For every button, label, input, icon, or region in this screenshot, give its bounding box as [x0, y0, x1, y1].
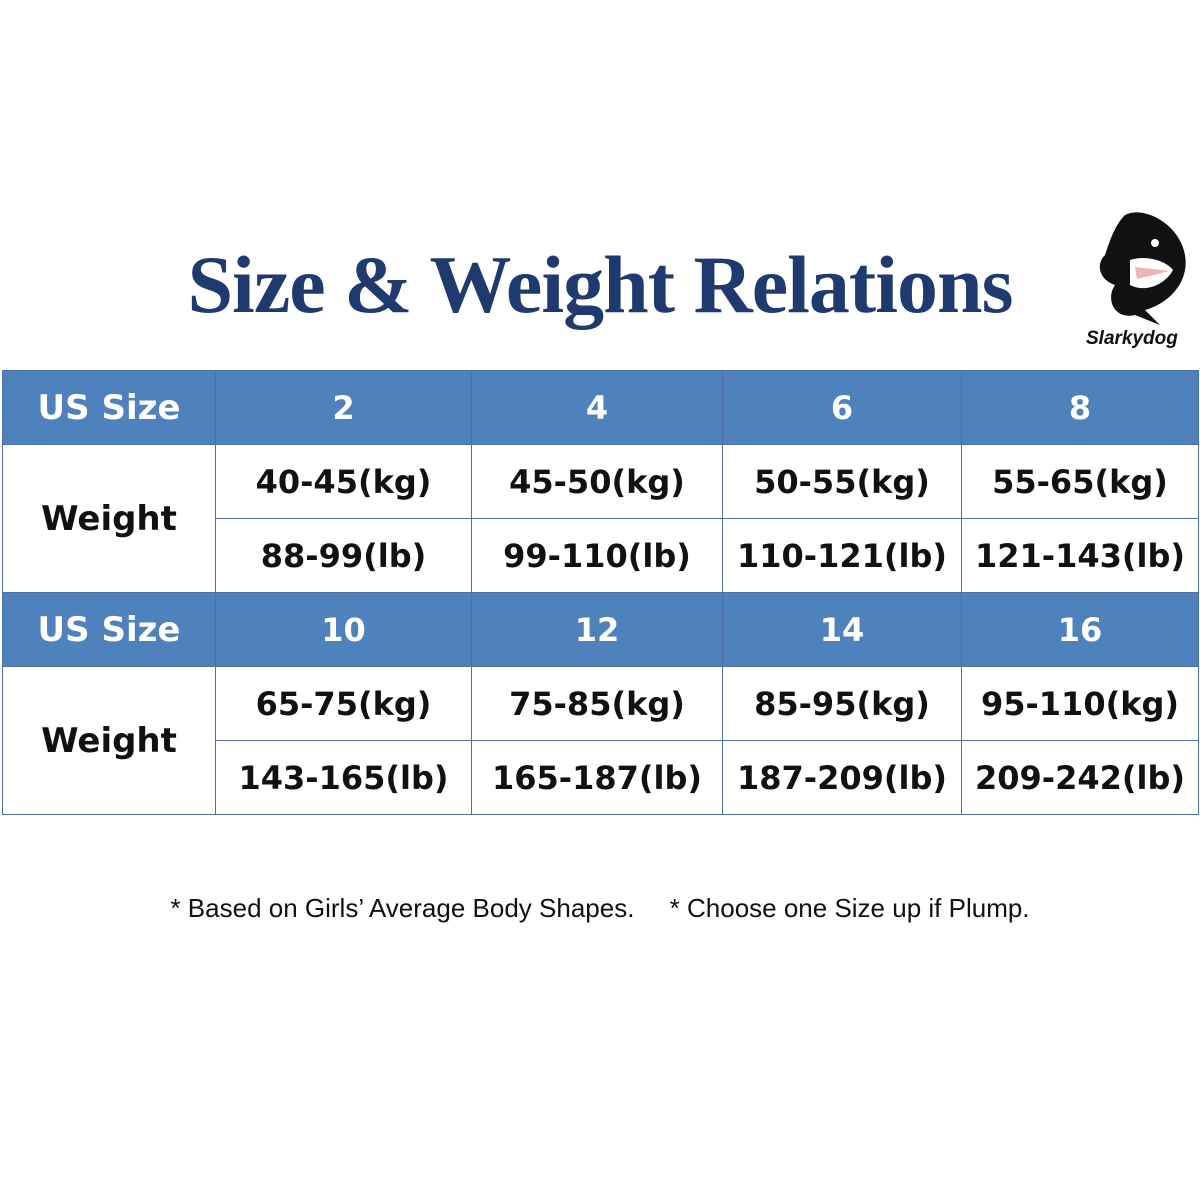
header-row: US Size 2 4 6 8	[2, 370, 1199, 445]
kg-row: Weight 40-45(kg) 45-50(kg) 50-55(kg) 55-65(k…	[2, 444, 1199, 593]
lb-cell: 209-242(lb)	[961, 740, 1199, 815]
kg-cell: 50-55(kg)	[722, 444, 962, 519]
lb-row: 88-99(lb) 99-110(lb) 110-121(lb) 121-143(lb…	[3, 518, 1199, 593]
kg-cell: 40-45(kg)	[215, 444, 472, 519]
lb-cell: 187-209(lb)	[722, 740, 962, 815]
size: 4	[471, 370, 723, 445]
lb-cell: 121-143(lb)	[961, 518, 1199, 593]
note: * Based on Girls’ Average Body Shapes.	[170, 893, 635, 923]
weight-label: Weight	[2, 666, 216, 815]
header-row: US Size 10 12 14 16	[2, 592, 1199, 667]
logo	[1099, 212, 1186, 325]
kg-cell: 85-95(kg)	[722, 666, 962, 741]
lb-cell: 143-165(lb)	[215, 740, 472, 815]
size: 2	[215, 370, 472, 445]
brand: Slarkydog	[1086, 328, 1178, 349]
size: 12	[471, 592, 723, 667]
title: Size & Weight Relations	[187, 239, 1013, 330]
note: * Choose one Size up if Plump.	[669, 893, 1030, 923]
kg-row: Weight 65-75(kg) 75-85(kg) 85-95(kg) 95-110(…	[2, 666, 1199, 815]
notes: * Based on Girls’ Average Body Shapes. *…	[0, 893, 1200, 924]
weight-label: Weight	[2, 444, 216, 593]
kg-cell: 45-50(kg)	[471, 444, 723, 519]
kg-cell: 75-85(kg)	[471, 666, 723, 741]
size: 14	[722, 592, 962, 667]
lb-cell: 99-110(lb)	[471, 518, 723, 593]
lb-cell: 165-187(lb)	[471, 740, 723, 815]
size: 6	[722, 370, 962, 445]
kg-cell: 95-110(kg)	[961, 666, 1199, 741]
kg-cell: 65-75(kg)	[215, 666, 472, 741]
size: 8	[961, 370, 1199, 445]
size-table: US Size 2 4 6 8 Weight 40-45(kg) 45-50(kg) 50-55…	[2, 370, 1199, 815]
size: 10	[215, 592, 472, 667]
lb-row: 143-165(lb) 165-187(lb) 187-209(lb) 209-242…	[3, 740, 1199, 815]
lb-cell: 88-99(lb)	[215, 518, 472, 593]
size-label: US Size	[2, 592, 216, 667]
lb-cell: 110-121(lb)	[722, 518, 962, 593]
size: 16	[961, 592, 1199, 667]
size-label: US Size	[2, 370, 216, 445]
kg-cell: 55-65(kg)	[961, 444, 1199, 519]
